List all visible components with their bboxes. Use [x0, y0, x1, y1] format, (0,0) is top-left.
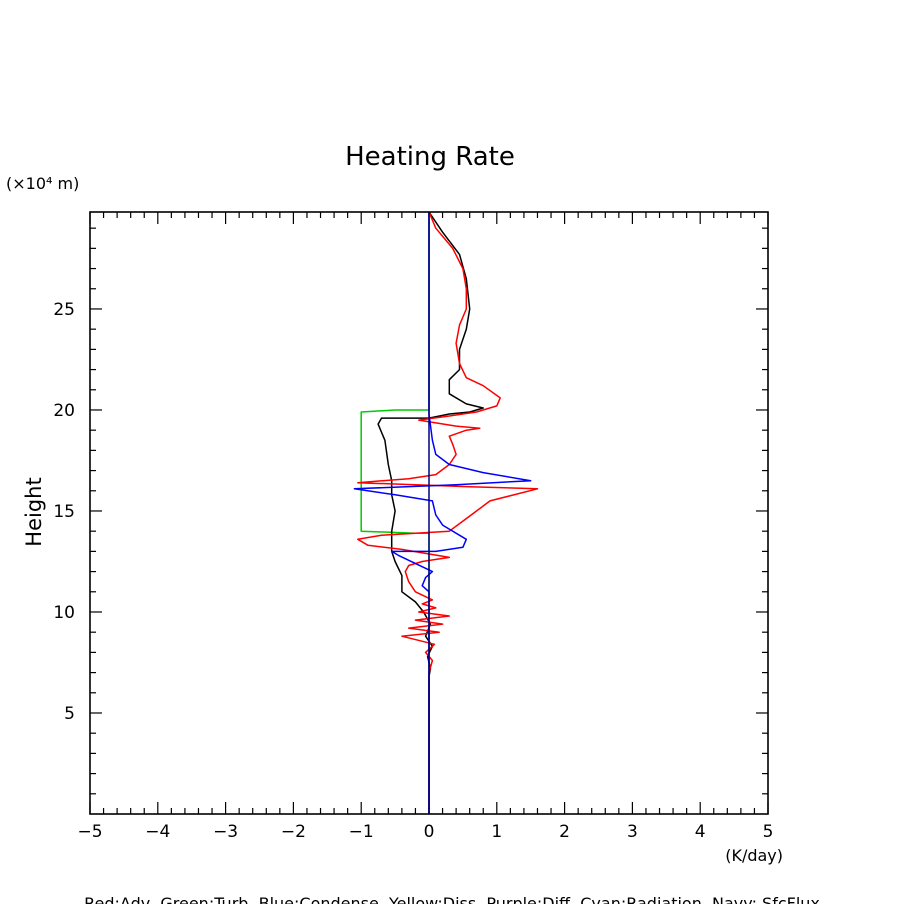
x-tick-label: 2 [559, 822, 570, 842]
tick-labels: −5 −4 −3 −2 −1 0 1 2 3 4 5 5 10 15 20 25 [53, 300, 773, 842]
legend-text: Red:Adv Green:Turb Blue:Condense Yellow:… [84, 894, 820, 904]
x-axis-unit: (K/day) [725, 846, 783, 865]
y-tick-label: 15 [53, 502, 75, 522]
y-tick-label: 5 [64, 704, 75, 724]
x-tick-label: 3 [627, 822, 638, 842]
x-tick-label: −2 [281, 822, 306, 842]
y-tick-label: 25 [53, 300, 75, 320]
chart-title: Heating Rate [345, 142, 515, 172]
x-tick-label: −3 [213, 822, 238, 842]
series-line [353, 212, 532, 814]
y-axis-label: Height [22, 477, 46, 546]
x-tick-label: −5 [77, 822, 102, 842]
x-tick-label: 0 [424, 822, 435, 842]
x-tick-label: 4 [695, 822, 706, 842]
y-axis-unit: (×10⁴ m) [6, 174, 79, 193]
axis-ticks [89, 212, 769, 814]
series-line [377, 211, 484, 814]
y-tick-label: 10 [53, 603, 75, 623]
plot-frame [89, 211, 769, 815]
series-line [357, 211, 539, 814]
x-tick-label: 1 [491, 822, 502, 842]
data-series [353, 211, 539, 814]
y-tick-label: 20 [53, 401, 75, 421]
x-tick-label: 5 [763, 822, 774, 842]
x-tick-label: −4 [145, 822, 170, 842]
x-tick-label: −1 [349, 822, 374, 842]
